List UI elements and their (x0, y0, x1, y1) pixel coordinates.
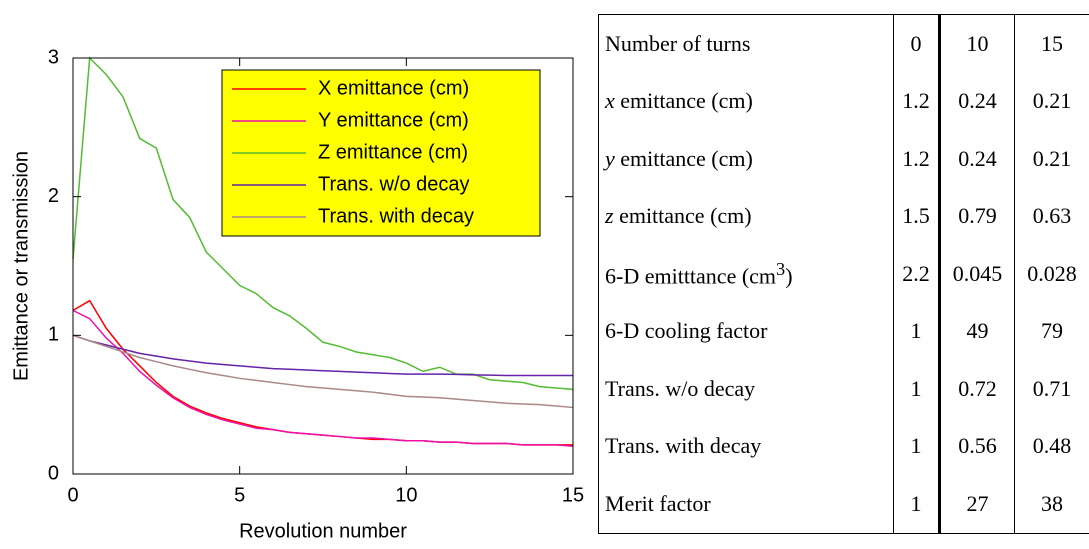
value-cell: 0.72 (940, 360, 1015, 418)
value-cell: 1 (894, 475, 940, 533)
legend-label: X emittance (cm) (318, 77, 469, 99)
row-label: x emittance (cm) (599, 73, 894, 131)
series-line (73, 310, 573, 446)
row-label: y emittance (cm) (599, 130, 894, 188)
y-tick-label: 2 (48, 185, 59, 207)
value-cell: 49 (940, 303, 1015, 361)
value-cell: 2.2 (894, 245, 940, 303)
label-text: emittance (cm) (614, 203, 752, 228)
label-text: 6-D emitttance (cm (605, 263, 776, 288)
label-text: Merit factor (605, 491, 711, 516)
row-label: Trans. w/o decay (599, 360, 894, 418)
header-cell: Number of turns (599, 15, 894, 73)
value-cell: 0.56 (940, 418, 1015, 476)
value-cell: 1 (894, 360, 940, 418)
y-axis-label: Emittance or transmission (10, 151, 32, 381)
value-cell: 0.028 (1015, 245, 1089, 303)
label-text: Trans. w/o decay (605, 376, 755, 401)
x-tick-label: 0 (67, 484, 78, 506)
value-cell: 38 (1015, 475, 1089, 533)
x-axis-label: Revolution number (239, 520, 407, 542)
value-cell: 0.79 (940, 188, 1015, 246)
value-cell: 1.5 (894, 188, 940, 246)
value-cell: 0.21 (1015, 130, 1089, 188)
superscript: 3 (776, 259, 785, 279)
row-label: 6-D emitttance (cm3) (599, 245, 894, 303)
label-text: emittance (cm) (615, 146, 753, 171)
value-cell: 1 (894, 418, 940, 476)
value-cell: 0.48 (1015, 418, 1089, 476)
legend-label: Trans. w/o decay (318, 173, 470, 195)
legend-label: Y emittance (cm) (318, 109, 469, 131)
value-cell: 0.71 (1015, 360, 1089, 418)
value-cell: 0.24 (940, 73, 1015, 131)
label-text: Trans. with decay (605, 433, 761, 458)
y-tick-label: 3 (48, 46, 59, 68)
legend-label: Z emittance (cm) (318, 141, 468, 163)
value-cell: 0.63 (1015, 188, 1089, 246)
math-symbol: y (605, 146, 615, 171)
value-cell: 0.21 (1015, 73, 1089, 131)
row-label: Merit factor (599, 475, 894, 533)
row-label: z emittance (cm) (599, 188, 894, 246)
value-cell: 0.045 (940, 245, 1015, 303)
header-cell: 0 (894, 15, 940, 73)
row-label: Trans. with decay (599, 418, 894, 476)
value-cell: 0.24 (940, 130, 1015, 188)
value-cell: 1 (894, 303, 940, 361)
math-symbol: z (605, 203, 614, 228)
x-tick-label: 15 (562, 484, 584, 506)
value-cell: 27 (940, 475, 1015, 533)
value-cell: 79 (1015, 303, 1089, 361)
y-tick-label: 0 (48, 462, 59, 484)
label-text: emittance (cm) (615, 88, 753, 113)
math-symbol: x (605, 88, 615, 113)
y-tick-label: 1 (48, 324, 59, 346)
label-suffix: ) (785, 263, 792, 288)
header-cell: 10 (940, 15, 1015, 73)
label-text: 6-D cooling factor (605, 318, 768, 343)
value-cell: 1.2 (894, 73, 940, 131)
series-line (73, 301, 573, 445)
x-tick-label: 10 (395, 484, 417, 506)
chart: Revolution number Emittance or transmiss… (0, 0, 598, 544)
row-label: 6-D cooling factor (599, 303, 894, 361)
value-cell: 1.2 (894, 130, 940, 188)
header-cell: 15 (1015, 15, 1089, 73)
x-tick-label: 5 (234, 484, 245, 506)
legend-label: Trans. with decay (318, 205, 474, 227)
